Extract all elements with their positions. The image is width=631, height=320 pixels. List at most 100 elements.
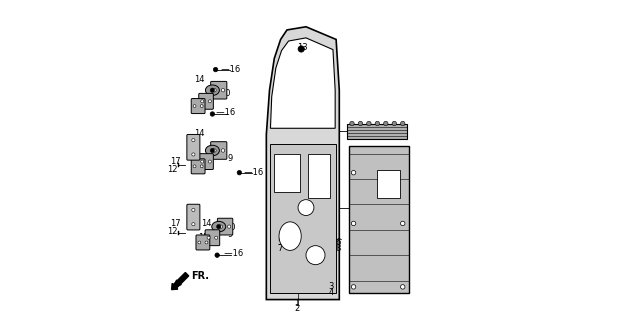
Text: 9: 9 [227,230,232,239]
FancyBboxPatch shape [211,81,227,99]
Circle shape [228,225,231,228]
Text: 12: 12 [167,227,177,236]
Text: —16: —16 [219,249,243,258]
Text: 9: 9 [227,154,232,163]
Circle shape [210,112,215,116]
Circle shape [210,88,215,92]
Text: —16: —16 [239,168,264,177]
Text: 13: 13 [297,43,307,52]
Circle shape [205,241,208,244]
PathPatch shape [266,27,339,300]
Text: 11: 11 [186,141,196,150]
FancyBboxPatch shape [199,93,213,109]
Text: 7: 7 [277,244,283,253]
Ellipse shape [206,145,220,156]
PathPatch shape [271,38,335,128]
Circle shape [351,285,356,289]
Text: 15: 15 [199,233,209,242]
Text: 1: 1 [295,299,300,308]
Circle shape [221,89,225,92]
Circle shape [375,121,380,126]
FancyBboxPatch shape [269,144,336,293]
Circle shape [213,149,216,152]
Text: 10: 10 [225,223,235,232]
Circle shape [193,105,196,108]
FancyBboxPatch shape [199,154,213,170]
FancyBboxPatch shape [377,170,399,198]
Text: 11: 11 [186,209,196,219]
Text: —16: —16 [211,108,235,117]
Circle shape [192,223,195,226]
Text: —16: —16 [216,65,240,74]
Text: 14: 14 [194,129,205,138]
Circle shape [351,171,356,175]
Circle shape [237,171,242,175]
Circle shape [213,68,218,72]
Bar [177,163,179,167]
Text: 15: 15 [191,99,202,108]
Text: 5: 5 [278,238,283,247]
Circle shape [367,121,371,126]
Circle shape [208,160,211,163]
Ellipse shape [206,85,220,95]
Circle shape [201,100,204,103]
Circle shape [193,165,196,168]
Text: 10: 10 [220,89,230,98]
PathPatch shape [347,124,408,140]
Text: 3: 3 [329,282,334,291]
Circle shape [215,236,218,239]
Text: 17: 17 [170,219,180,228]
Ellipse shape [279,222,301,251]
FancyBboxPatch shape [191,99,205,114]
Circle shape [298,46,304,52]
Circle shape [200,165,203,168]
Text: 14: 14 [194,75,205,84]
Ellipse shape [212,221,226,232]
FancyBboxPatch shape [187,134,200,160]
FancyBboxPatch shape [196,235,209,250]
FancyBboxPatch shape [191,159,205,174]
Circle shape [215,253,220,257]
Text: 12: 12 [167,165,177,174]
Circle shape [220,225,223,228]
Bar [177,231,179,235]
Text: FR.: FR. [191,271,209,281]
Circle shape [192,208,195,212]
FancyArrow shape [172,273,189,290]
Circle shape [221,149,225,152]
Circle shape [208,100,211,103]
Circle shape [401,221,405,226]
Circle shape [306,246,325,265]
Circle shape [358,121,363,126]
Text: 15: 15 [201,164,211,172]
Circle shape [350,121,354,126]
Circle shape [213,89,216,92]
Circle shape [207,236,210,239]
Text: 8: 8 [335,244,340,253]
FancyBboxPatch shape [205,230,220,246]
FancyBboxPatch shape [218,218,233,235]
PathPatch shape [349,146,409,293]
Text: 6: 6 [335,238,340,247]
Circle shape [401,121,405,126]
Text: 14: 14 [201,219,211,228]
Circle shape [200,105,203,108]
Circle shape [401,285,405,289]
FancyBboxPatch shape [211,142,227,159]
Circle shape [192,139,195,142]
Text: 17: 17 [170,157,180,166]
FancyBboxPatch shape [187,204,200,230]
Circle shape [351,221,356,226]
Circle shape [198,241,201,244]
Circle shape [201,160,204,163]
Circle shape [210,148,215,153]
Circle shape [384,121,388,126]
Circle shape [392,121,396,126]
Circle shape [216,224,221,229]
FancyBboxPatch shape [307,154,330,198]
Circle shape [192,153,195,156]
Text: 4: 4 [329,288,334,297]
FancyBboxPatch shape [274,154,300,192]
Text: 2: 2 [295,304,300,313]
Circle shape [298,200,314,215]
